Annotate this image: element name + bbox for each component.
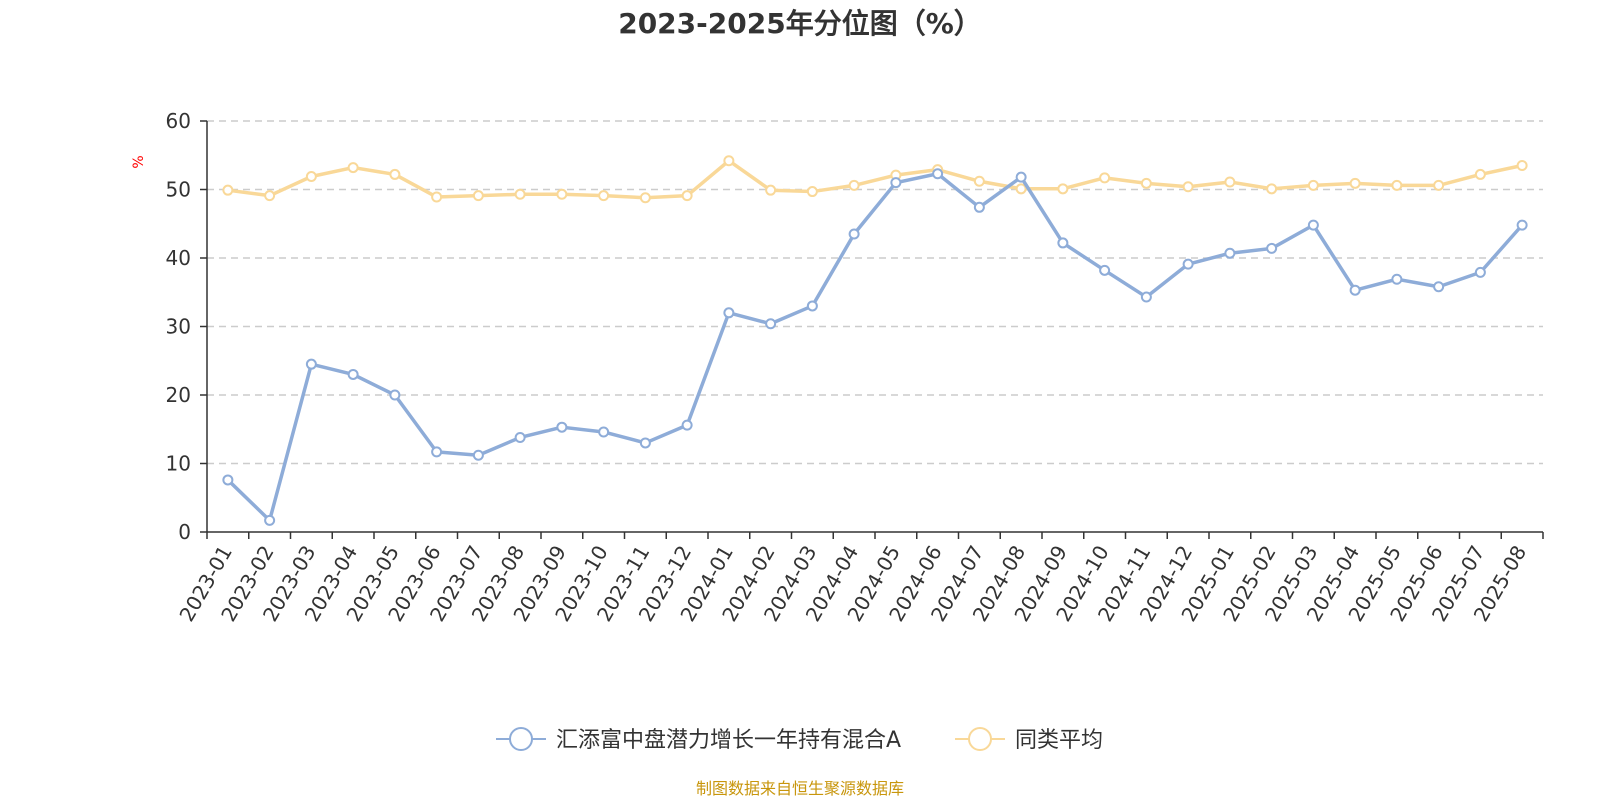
data-point[interactable] [681,419,693,431]
data-point[interactable] [305,358,317,370]
legend-marker-icon [509,727,533,751]
data-point[interactable] [222,184,234,196]
data-point[interactable] [1433,281,1445,293]
data-point[interactable] [1433,179,1445,191]
y-tick-label: 0 [178,520,191,544]
legend[interactable]: 汇添富中盘潜力增长一年持有混合A 同类平均 [496,727,1103,753]
data-point[interactable] [1015,183,1027,195]
data-point[interactable] [1391,273,1403,285]
data-point[interactable] [973,175,985,187]
legend-item-2[interactable]: 同类平均 [955,727,1103,753]
data-point[interactable] [890,177,902,189]
data-point[interactable] [1307,219,1319,231]
data-point[interactable] [1015,171,1027,183]
data-point[interactable] [598,190,610,202]
legend-label: 汇添富中盘潜力增长一年持有混合A [556,728,901,753]
data-point[interactable] [514,431,526,443]
data-point[interactable] [1182,258,1194,270]
series-line [226,172,1524,523]
data-point[interactable] [1307,179,1319,191]
data-point[interactable] [848,228,860,240]
data-point[interactable] [1391,179,1403,191]
data-point[interactable] [222,474,234,486]
data-point[interactable] [1516,219,1528,231]
data-point[interactable] [556,421,568,433]
y-tick-label: 30 [166,315,191,339]
data-point[interactable] [514,188,526,200]
data-point[interactable] [639,437,651,449]
data-point[interactable] [431,191,443,203]
data-point[interactable] [1224,247,1236,259]
data-point[interactable] [1474,266,1486,278]
data-point[interactable] [347,368,359,380]
data-point[interactable] [1266,242,1278,254]
data-point[interactable] [1057,183,1069,195]
data-point[interactable] [806,186,818,198]
data-point[interactable] [1099,172,1111,184]
data-point[interactable] [305,170,317,182]
data-point[interactable] [1266,183,1278,195]
series-layer [222,155,1528,526]
series-line [226,158,1524,200]
data-point[interactable] [264,514,276,526]
data-point[interactable] [347,162,359,174]
data-point[interactable] [723,307,735,319]
data-point[interactable] [1349,284,1361,296]
data-point[interactable] [1140,291,1152,303]
data-point[interactable] [723,155,735,167]
y-axis-unit-label: % [131,155,147,168]
data-point[interactable] [681,190,693,202]
data-point[interactable] [1057,237,1069,249]
data-point[interactable] [765,184,777,196]
data-point[interactable] [389,389,401,401]
data-point[interactable] [431,446,443,458]
data-point[interactable] [598,426,610,438]
data-point[interactable] [639,192,651,204]
data-point[interactable] [1140,177,1152,189]
data-point[interactable] [806,300,818,312]
data-point[interactable] [1349,177,1361,189]
gridlines [207,120,1543,465]
legend-marker-icon [968,727,992,751]
data-point[interactable] [1099,264,1111,276]
chart-title: 2023-2025年分位图（%） [618,7,982,40]
legend-label: 同类平均 [1015,728,1103,753]
data-point[interactable] [973,201,985,213]
series-1 [222,168,1528,526]
data-point[interactable] [765,318,777,330]
data-point[interactable] [848,179,860,191]
series-2 [222,155,1528,204]
y-tick-label: 50 [166,178,191,202]
data-point[interactable] [472,190,484,202]
data-point[interactable] [264,190,276,202]
y-tick-label: 20 [166,383,191,407]
data-point[interactable] [932,168,944,180]
y-tick-label: 40 [166,246,191,270]
data-point[interactable] [1224,176,1236,188]
data-point[interactable] [556,188,568,200]
data-point[interactable] [472,449,484,461]
y-tick-label: 10 [166,452,191,476]
data-point[interactable] [1182,181,1194,193]
data-point[interactable] [1516,160,1528,172]
legend-item-1[interactable]: 汇添富中盘潜力增长一年持有混合A [496,727,901,753]
y-tick-label: 60 [166,109,191,133]
data-point[interactable] [1474,168,1486,180]
source-note: 制图数据来自恒生聚源数据库 [696,779,904,798]
data-point[interactable] [389,168,401,180]
